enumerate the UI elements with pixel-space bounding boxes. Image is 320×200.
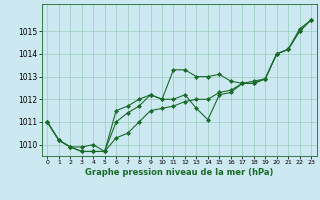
X-axis label: Graphe pression niveau de la mer (hPa): Graphe pression niveau de la mer (hPa) bbox=[85, 168, 273, 177]
